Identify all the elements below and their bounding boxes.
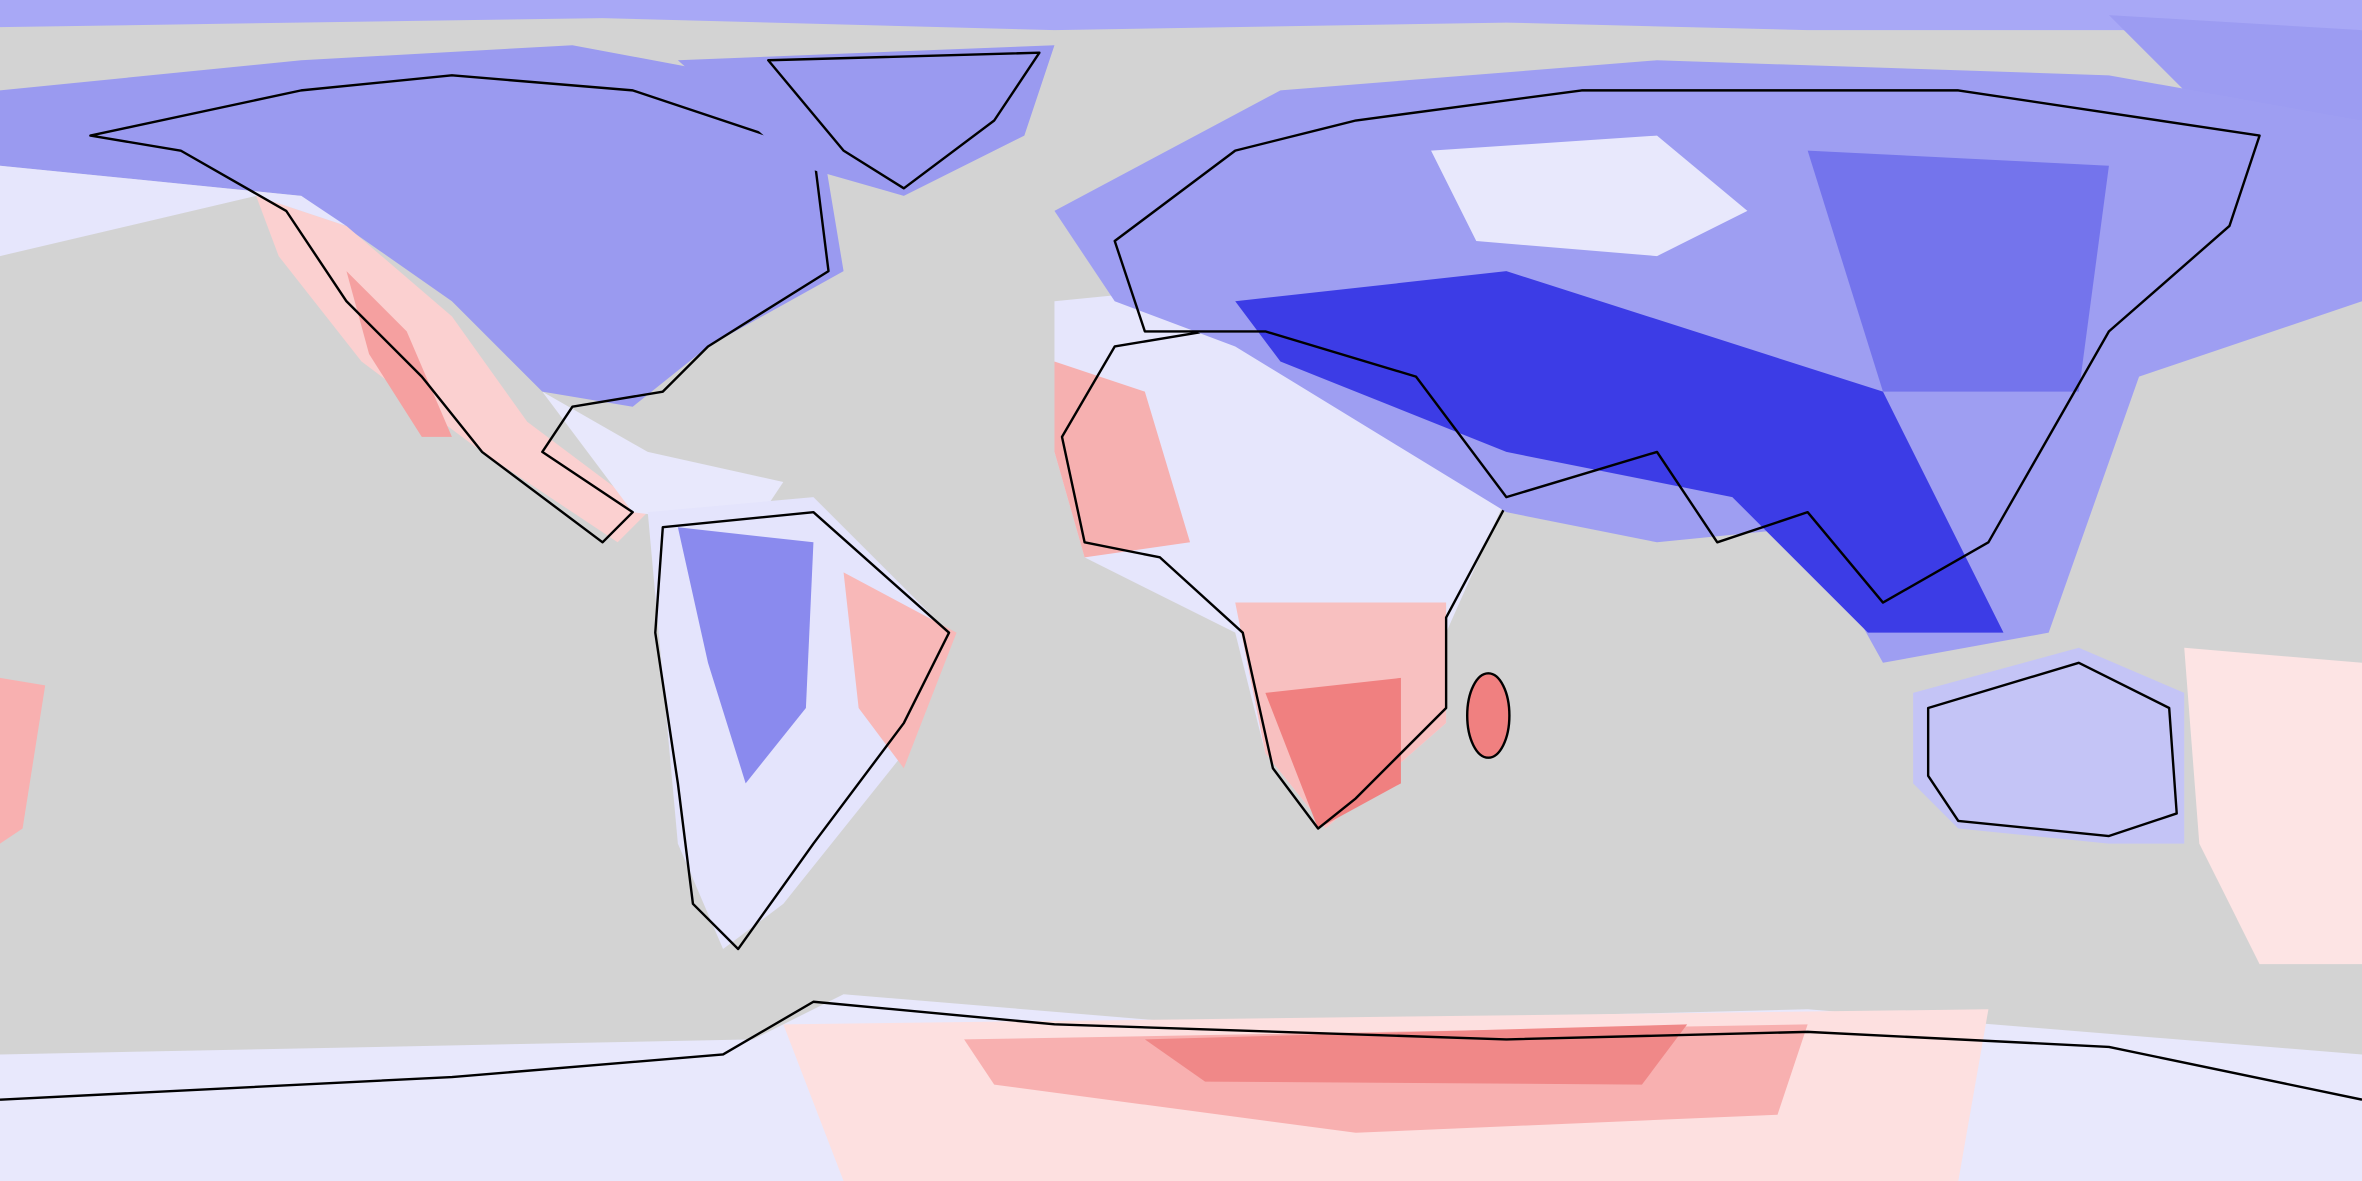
brazil-warm	[843, 572, 957, 769]
central-america-anomaly	[542, 391, 784, 528]
pacific-warm-west	[0, 677, 46, 844]
australia-coast	[1926, 661, 2178, 838]
west-africa-warm	[1054, 361, 1191, 558]
arctic-region	[2108, 15, 2362, 136]
australia-anomaly	[1913, 647, 2185, 844]
south-africa-warm	[1265, 677, 1401, 829]
south-america-coast	[654, 510, 951, 951]
pacific-edge	[0, 165, 347, 257]
greenland-anomaly	[677, 45, 1055, 196]
eurasia-coast	[1113, 89, 2261, 604]
pacific-warm	[2184, 647, 2362, 965]
siberia-mild	[1431, 135, 1748, 257]
south-america-cold	[677, 527, 814, 784]
east-asia-anomaly	[1807, 150, 2109, 392]
asia-cold	[1235, 271, 2004, 633]
arctic-band	[0, 0, 2362, 31]
north-america-anomaly	[0, 45, 844, 407]
madagascar	[1466, 672, 1511, 759]
antarctica-coast	[0, 1000, 2362, 1101]
greenland-coast	[767, 51, 1041, 190]
north-america-coast	[89, 74, 830, 544]
